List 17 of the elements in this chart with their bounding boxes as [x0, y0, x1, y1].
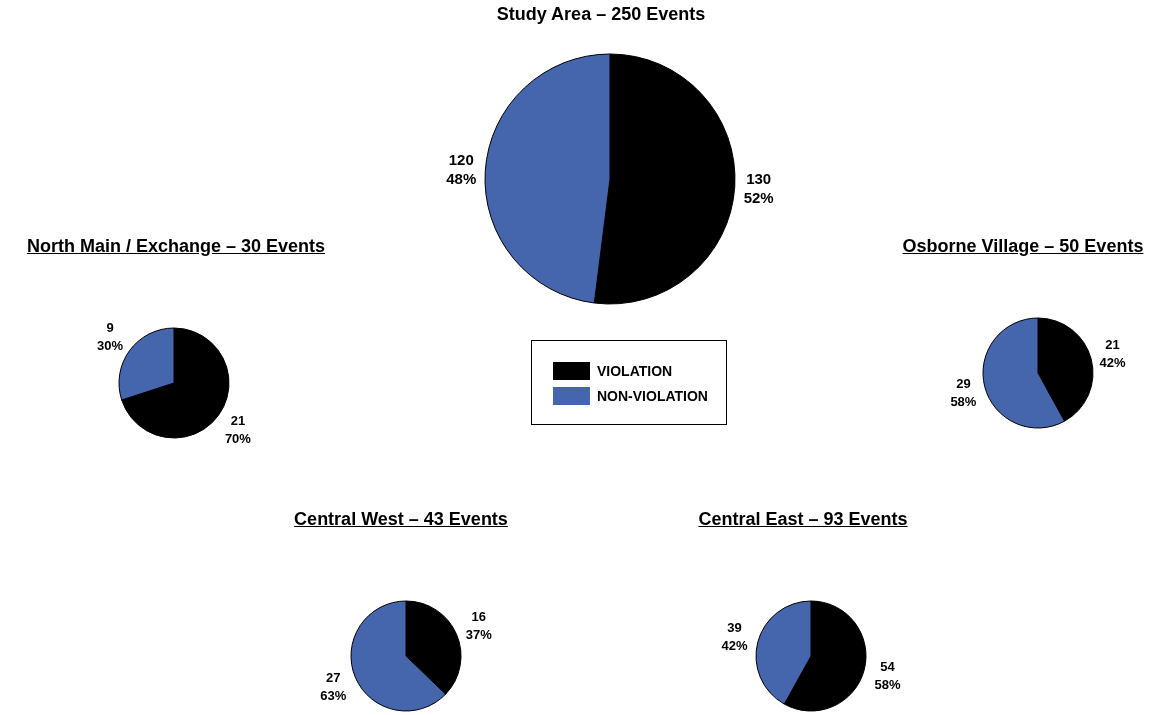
chart-title: Central West – 43 Events: [294, 509, 508, 530]
chart-title: Osborne Village – 50 Events: [902, 236, 1144, 257]
data-label: 29 58%: [950, 375, 977, 409]
data-label: 21 70%: [224, 412, 252, 446]
data-label: 54 58%: [874, 659, 901, 693]
data-label: 9 30%: [97, 320, 124, 354]
data-label: 130 52%: [743, 170, 774, 207]
data-label: 21 42%: [1099, 337, 1127, 371]
legend-label: NON-VIOLATION: [597, 387, 708, 405]
legend-label: VIOLATION: [597, 362, 673, 380]
data-label: 16 37%: [465, 608, 493, 642]
data-label: 27 63%: [320, 670, 347, 704]
chart-title: Study Area – 250 Events: [496, 4, 706, 25]
data-label: 39 42%: [721, 619, 748, 653]
data-label: 120 48%: [446, 151, 477, 188]
chart-title: Central East – 93 Events: [698, 509, 908, 530]
chart-title: North Main / Exchange – 30 Events: [26, 236, 326, 257]
